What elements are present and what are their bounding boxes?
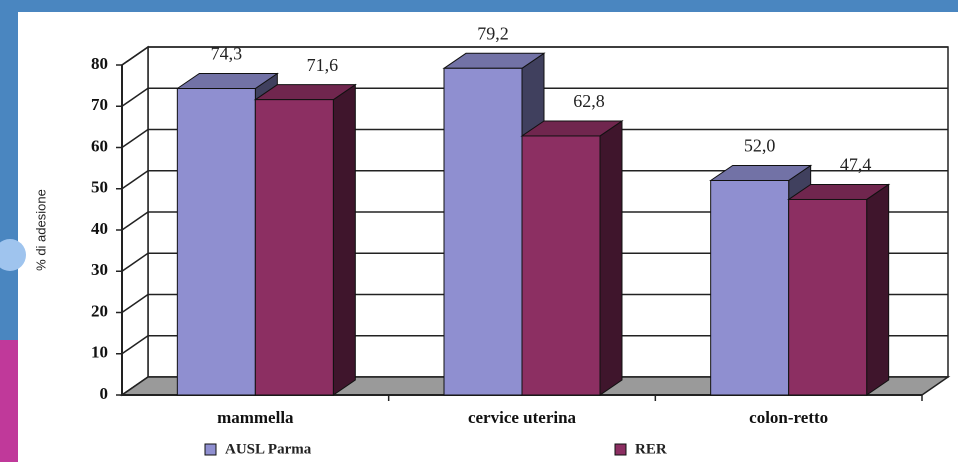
grid-line <box>121 170 149 190</box>
legend-swatch <box>204 443 217 456</box>
y-axis-label: % di adesione <box>33 189 48 271</box>
grid-line <box>121 211 149 231</box>
x-tick-label: cervice uterina <box>468 408 577 427</box>
value-label: 62,8 <box>573 91 605 111</box>
y-tick-label: 10 <box>91 343 108 362</box>
bar <box>521 135 601 396</box>
y-tick-label: 50 <box>91 178 108 197</box>
legend-label: AUSL Parma <box>225 441 312 457</box>
y-tick-label: 80 <box>91 54 108 73</box>
value-label: 74,3 <box>211 44 243 64</box>
bar <box>443 67 523 396</box>
legend-swatch <box>614 443 627 456</box>
grid-line <box>121 252 149 272</box>
y-tick-label: 0 <box>100 384 109 403</box>
bar-side <box>332 83 356 396</box>
bar <box>710 180 790 396</box>
value-label: 47,4 <box>840 155 872 175</box>
legend-label: RER <box>635 441 667 457</box>
y-tick-label: 40 <box>91 219 108 238</box>
x-tick-label: colon-retto <box>749 408 828 427</box>
y-tick-label: 60 <box>91 136 108 155</box>
grid-line <box>121 293 149 314</box>
y-tick-label: 70 <box>91 95 108 114</box>
value-label: 79,2 <box>477 23 509 43</box>
value-label: 71,6 <box>307 55 339 75</box>
bar <box>254 99 334 396</box>
grid-line <box>121 128 149 149</box>
y-tick-label: 30 <box>91 260 108 279</box>
bar <box>176 88 256 396</box>
grid-line <box>121 46 149 66</box>
side-strip <box>0 340 18 462</box>
grid-line <box>121 87 149 107</box>
bar-side <box>866 183 890 396</box>
value-label: 52,0 <box>744 136 776 156</box>
grid-line <box>121 335 149 355</box>
decoration <box>0 239 26 271</box>
bar <box>788 198 868 396</box>
x-tick-label: mammella <box>217 408 294 427</box>
bar-side <box>599 120 623 396</box>
y-tick-label: 20 <box>91 301 108 320</box>
